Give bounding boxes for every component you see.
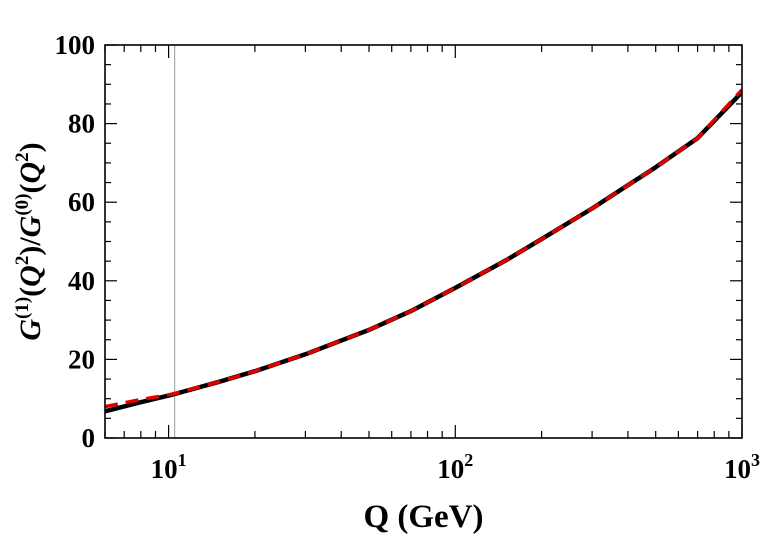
y-tick-label: 60 (68, 187, 95, 217)
tick-layer (104, 44, 743, 439)
y-tick-label: 20 (68, 344, 95, 374)
y-tick-label: 80 (68, 109, 95, 139)
series-line-dashed (105, 88, 742, 409)
x-axis-title: Q (GeV) (363, 499, 483, 534)
y-tick-label: 40 (68, 266, 95, 296)
x-tick-label: 103 (724, 450, 760, 484)
y-axis-title: G(1)(Q2)/G(0)(Q2) (12, 142, 47, 340)
series-layer (105, 88, 742, 414)
y-tick-label: 100 (55, 30, 96, 60)
plot-frame (104, 44, 743, 439)
series-line-solid (105, 90, 742, 414)
tick-label-layer: 0 20 40 60 80 100 101 102 103 (55, 30, 761, 484)
x-tick-label: 102 (437, 450, 473, 484)
y-tick-label: 0 (82, 423, 96, 453)
x-tick-label: 101 (151, 450, 187, 484)
